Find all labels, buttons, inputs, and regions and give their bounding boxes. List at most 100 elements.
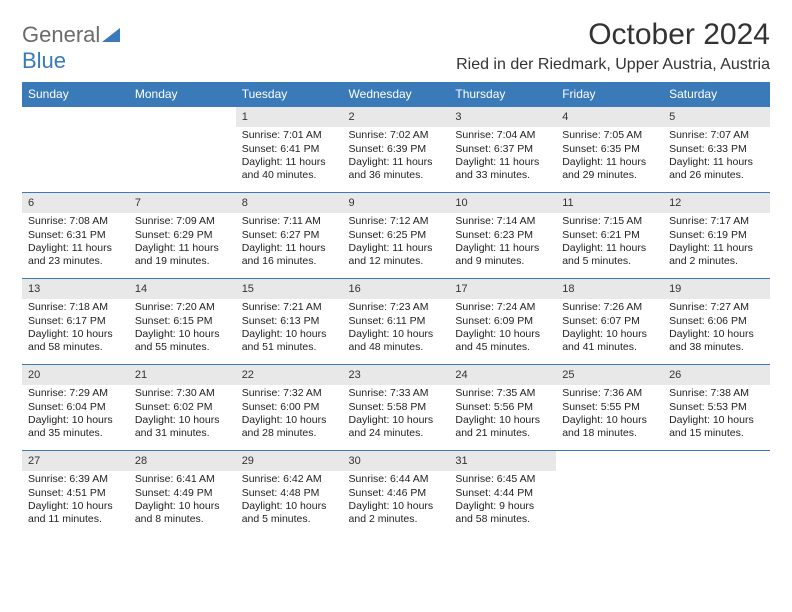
daylight-text: Daylight: 11 hours and 33 minutes. [455, 156, 550, 183]
weekday-header: Friday [556, 82, 663, 107]
daylight-text: Daylight: 11 hours and 29 minutes. [562, 156, 657, 183]
sunset-text: Sunset: 6:07 PM [562, 315, 657, 328]
sunrise-text: Sunrise: 7:18 AM [28, 301, 123, 314]
daylight-text: Daylight: 11 hours and 5 minutes. [562, 242, 657, 269]
day-content: Sunrise: 7:23 AMSunset: 6:11 PMDaylight:… [343, 299, 450, 359]
sunset-text: Sunset: 6:13 PM [242, 315, 337, 328]
sunset-text: Sunset: 6:06 PM [669, 315, 764, 328]
calendar-day: 21Sunrise: 7:30 AMSunset: 6:02 PMDayligh… [129, 365, 236, 451]
day-number: 23 [343, 365, 450, 385]
calendar-day: 13Sunrise: 7:18 AMSunset: 6:17 PMDayligh… [22, 279, 129, 365]
day-number: 27 [22, 451, 129, 471]
sunrise-text: Sunrise: 7:38 AM [669, 387, 764, 400]
day-content: Sunrise: 7:09 AMSunset: 6:29 PMDaylight:… [129, 213, 236, 273]
sunrise-text: Sunrise: 7:33 AM [349, 387, 444, 400]
sunrise-text: Sunrise: 7:12 AM [349, 215, 444, 228]
sunset-text: Sunset: 6:41 PM [242, 143, 337, 156]
calendar-day: 7Sunrise: 7:09 AMSunset: 6:29 PMDaylight… [129, 193, 236, 279]
sunset-text: Sunset: 6:09 PM [455, 315, 550, 328]
calendar-day: 9Sunrise: 7:12 AMSunset: 6:25 PMDaylight… [343, 193, 450, 279]
calendar-day: 8Sunrise: 7:11 AMSunset: 6:27 PMDaylight… [236, 193, 343, 279]
calendar-day: 12Sunrise: 7:17 AMSunset: 6:19 PMDayligh… [663, 193, 770, 279]
calendar-day: 3Sunrise: 7:04 AMSunset: 6:37 PMDaylight… [449, 107, 556, 193]
day-content: Sunrise: 7:33 AMSunset: 5:58 PMDaylight:… [343, 385, 450, 445]
sunrise-text: Sunrise: 7:17 AM [669, 215, 764, 228]
sunrise-text: Sunrise: 7:07 AM [669, 129, 764, 142]
day-content: Sunrise: 7:26 AMSunset: 6:07 PMDaylight:… [556, 299, 663, 359]
sunset-text: Sunset: 6:02 PM [135, 401, 230, 414]
daylight-text: Daylight: 10 hours and 28 minutes. [242, 414, 337, 441]
day-number: 14 [129, 279, 236, 299]
day-content: Sunrise: 7:20 AMSunset: 6:15 PMDaylight:… [129, 299, 236, 359]
logo-part1: General [22, 22, 100, 47]
day-number: 10 [449, 193, 556, 213]
sunrise-text: Sunrise: 6:42 AM [242, 473, 337, 486]
sunrise-text: Sunrise: 7:35 AM [455, 387, 550, 400]
sunset-text: Sunset: 4:44 PM [455, 487, 550, 500]
sunset-text: Sunset: 6:27 PM [242, 229, 337, 242]
sunrise-text: Sunrise: 7:14 AM [455, 215, 550, 228]
daylight-text: Daylight: 10 hours and 18 minutes. [562, 414, 657, 441]
daylight-text: Daylight: 10 hours and 45 minutes. [455, 328, 550, 355]
day-content: Sunrise: 7:15 AMSunset: 6:21 PMDaylight:… [556, 213, 663, 273]
day-number: 7 [129, 193, 236, 213]
daylight-text: Daylight: 10 hours and 38 minutes. [669, 328, 764, 355]
calendar-week: 6Sunrise: 7:08 AMSunset: 6:31 PMDaylight… [22, 193, 770, 279]
daylight-text: Daylight: 11 hours and 36 minutes. [349, 156, 444, 183]
logo-text: General Blue [22, 22, 120, 74]
calendar-day [663, 451, 770, 537]
sunset-text: Sunset: 5:53 PM [669, 401, 764, 414]
sunrise-text: Sunrise: 6:44 AM [349, 473, 444, 486]
sunrise-text: Sunrise: 6:41 AM [135, 473, 230, 486]
calendar-day: 19Sunrise: 7:27 AMSunset: 6:06 PMDayligh… [663, 279, 770, 365]
sunset-text: Sunset: 4:49 PM [135, 487, 230, 500]
day-content: Sunrise: 7:36 AMSunset: 5:55 PMDaylight:… [556, 385, 663, 445]
day-content: Sunrise: 7:18 AMSunset: 6:17 PMDaylight:… [22, 299, 129, 359]
day-number: 30 [343, 451, 450, 471]
sunrise-text: Sunrise: 7:32 AM [242, 387, 337, 400]
daylight-text: Daylight: 10 hours and 35 minutes. [28, 414, 123, 441]
weekday-header: Wednesday [343, 82, 450, 107]
weekday-header: Sunday [22, 82, 129, 107]
calendar-table: SundayMondayTuesdayWednesdayThursdayFrid… [22, 82, 770, 537]
header: General Blue October 2024 Ried in der Ri… [22, 18, 770, 74]
calendar-day [22, 107, 129, 193]
day-number: 24 [449, 365, 556, 385]
sunset-text: Sunset: 6:17 PM [28, 315, 123, 328]
sunset-text: Sunset: 5:58 PM [349, 401, 444, 414]
weekday-header-row: SundayMondayTuesdayWednesdayThursdayFrid… [22, 82, 770, 107]
sunset-text: Sunset: 6:04 PM [28, 401, 123, 414]
sunset-text: Sunset: 6:33 PM [669, 143, 764, 156]
daylight-text: Daylight: 10 hours and 8 minutes. [135, 500, 230, 527]
daylight-text: Daylight: 11 hours and 12 minutes. [349, 242, 444, 269]
daylight-text: Daylight: 10 hours and 24 minutes. [349, 414, 444, 441]
sunrise-text: Sunrise: 7:27 AM [669, 301, 764, 314]
calendar-day: 25Sunrise: 7:36 AMSunset: 5:55 PMDayligh… [556, 365, 663, 451]
day-content: Sunrise: 7:11 AMSunset: 6:27 PMDaylight:… [236, 213, 343, 273]
sunset-text: Sunset: 6:23 PM [455, 229, 550, 242]
daylight-text: Daylight: 11 hours and 19 minutes. [135, 242, 230, 269]
day-content: Sunrise: 6:41 AMSunset: 4:49 PMDaylight:… [129, 471, 236, 531]
day-number: 8 [236, 193, 343, 213]
sunset-text: Sunset: 6:00 PM [242, 401, 337, 414]
sunset-text: Sunset: 6:37 PM [455, 143, 550, 156]
sunset-text: Sunset: 5:55 PM [562, 401, 657, 414]
daylight-text: Daylight: 10 hours and 31 minutes. [135, 414, 230, 441]
daylight-text: Daylight: 10 hours and 58 minutes. [28, 328, 123, 355]
day-number: 16 [343, 279, 450, 299]
daylight-text: Daylight: 10 hours and 5 minutes. [242, 500, 337, 527]
daylight-text: Daylight: 11 hours and 2 minutes. [669, 242, 764, 269]
day-number: 21 [129, 365, 236, 385]
sunrise-text: Sunrise: 6:45 AM [455, 473, 550, 486]
day-content: Sunrise: 7:29 AMSunset: 6:04 PMDaylight:… [22, 385, 129, 445]
calendar-day: 15Sunrise: 7:21 AMSunset: 6:13 PMDayligh… [236, 279, 343, 365]
calendar-day [556, 451, 663, 537]
calendar-day: 2Sunrise: 7:02 AMSunset: 6:39 PMDaylight… [343, 107, 450, 193]
day-number: 25 [556, 365, 663, 385]
sunrise-text: Sunrise: 7:15 AM [562, 215, 657, 228]
sunset-text: Sunset: 6:31 PM [28, 229, 123, 242]
calendar-day: 6Sunrise: 7:08 AMSunset: 6:31 PMDaylight… [22, 193, 129, 279]
calendar-day: 24Sunrise: 7:35 AMSunset: 5:56 PMDayligh… [449, 365, 556, 451]
calendar-day: 11Sunrise: 7:15 AMSunset: 6:21 PMDayligh… [556, 193, 663, 279]
month-title: October 2024 [456, 18, 770, 52]
